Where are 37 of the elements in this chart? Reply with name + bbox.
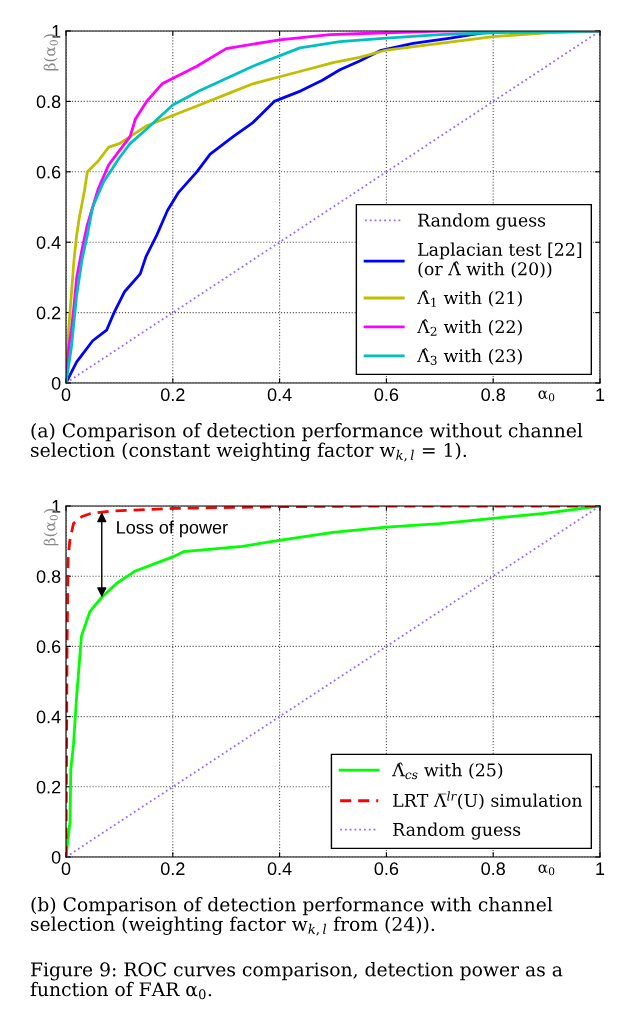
- x-tick-label: 0.2: [160, 388, 185, 402]
- y-tick-label: 0.2: [36, 306, 61, 320]
- x-axis-title: α$_{0}$: [538, 390, 555, 402]
- y-tick-label: 0.4: [36, 710, 61, 724]
- legend-label: Λ̂$_{2}$ with (22): [417, 319, 522, 336]
- caption: Figure 9: ROC curves comparison, detection power as a function of FAR α$_{0}$.: [30, 962, 563, 1000]
- legend-label: LRT Λ̅$^{lr}$(U) simulation: [393, 791, 583, 810]
- y-tick-label: 0.4: [36, 236, 61, 249]
- x-tick-label: 0: [61, 862, 71, 876]
- y-tick-label: 0: [51, 850, 61, 864]
- legend-label: Random guess: [418, 213, 546, 231]
- text: (a) Comparison of detection performance without channel selection (constant weighting factor w$_{k,l}$ = 1).: [31, 423, 583, 462]
- legend-label: Λ̂$_{1}$ with (21): [417, 290, 522, 307]
- y-tick-label: 0.2: [36, 780, 61, 794]
- text: (b) Comparison of detection performance with channel selection (weighting factor w$_{k,l}$ from (24)).: [31, 897, 553, 936]
- x-tick-label: 0: [61, 388, 71, 402]
- x-tick-label: 0.8: [481, 862, 505, 876]
- x-tick-label: 0.4: [267, 862, 292, 876]
- x-axis-title: α$_{0}$: [538, 864, 555, 876]
- line-series: [66, 506, 600, 857]
- x-tick-label: 1: [596, 862, 605, 875]
- x-tick-label: 0.6: [374, 862, 399, 876]
- y-tick-label: 0.6: [36, 640, 61, 654]
- legend-label: Λ̂$_{cs}$ with (25): [392, 762, 503, 780]
- y-tick-label: 0.6: [36, 165, 61, 179]
- y-tick-label: 0: [51, 376, 61, 390]
- x-tick-label: 0.8: [481, 388, 505, 402]
- legend-label: Laplacian test [22] (or Λ̂ with (20)): [418, 242, 582, 278]
- y-tick-label: 0.8: [36, 95, 61, 109]
- legend-label: Random guess: [393, 822, 521, 840]
- x-tick-label: 0.2: [160, 862, 185, 876]
- x-tick-label: 0.6: [374, 388, 399, 402]
- annotation: Loss of power: [117, 520, 228, 538]
- x-tick-label: 1: [596, 388, 605, 401]
- x-tick-label: 0.4: [267, 388, 292, 402]
- legend-label: Λ̂$_{3}$ with (23): [417, 348, 522, 365]
- y-tick-label: 0.8: [36, 570, 61, 583]
